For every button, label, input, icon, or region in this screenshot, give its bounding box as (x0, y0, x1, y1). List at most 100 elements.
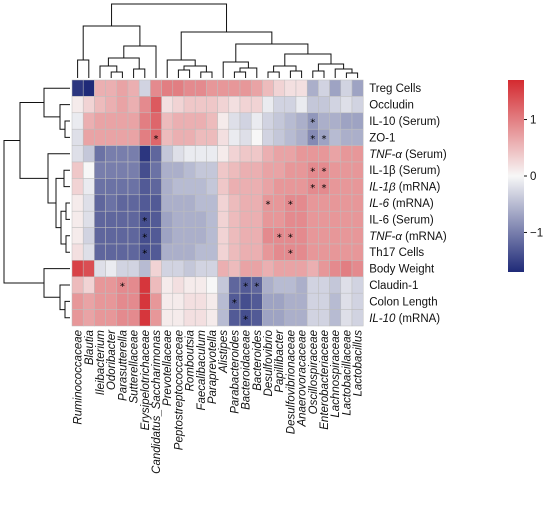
heatmap-cell (172, 128, 185, 146)
heatmap-cell (217, 112, 230, 130)
significance-star: * (310, 167, 315, 178)
heatmap-cell (150, 178, 162, 196)
heatmap-cell (94, 112, 106, 130)
heatmap-cell (228, 112, 241, 130)
heatmap-cell (351, 292, 364, 310)
heatmap-cell (82, 227, 95, 245)
heatmap-cell (82, 128, 95, 146)
heatmap-cell (138, 79, 151, 97)
heatmap-cell (138, 145, 151, 163)
column-labels: Ruminococcaceae Blautia Ileibacterium Odori… (73, 329, 365, 474)
heatmap-cell (306, 79, 319, 97)
heatmap-cell (228, 260, 241, 278)
heatmap-cell (94, 128, 106, 146)
heatmap-cell (217, 145, 230, 163)
heatmap-cell (318, 194, 330, 212)
heatmap-cell (183, 227, 196, 245)
heatmap-cell (150, 210, 162, 228)
dendrogram-link (345, 72, 359, 78)
heatmap-cell (329, 145, 342, 163)
row-label: Treg Cells (369, 83, 421, 95)
row-label: Colon Length (369, 296, 437, 308)
heatmap-cell (284, 145, 297, 163)
heatmap-cell (82, 210, 95, 228)
dendrogram-link (64, 300, 70, 319)
heatmap-cell (217, 128, 230, 146)
heatmap-cell (329, 96, 342, 114)
heatmap-cell (206, 194, 218, 212)
heatmap-cell (194, 227, 207, 245)
heatmap-cell (71, 96, 84, 114)
heatmap-cell (318, 260, 330, 278)
dendrogram-link (77, 59, 90, 78)
heatmap-cell (71, 79, 84, 97)
heatmap-cell (161, 96, 174, 114)
heatmap-cell (138, 178, 151, 196)
column-label: Alistipes (218, 330, 230, 374)
column-label: Papillibacter (274, 329, 286, 393)
heatmap-cell (239, 79, 252, 97)
heatmap-cell (116, 260, 129, 278)
heatmap-cell (172, 194, 185, 212)
heatmap-cell (250, 243, 263, 261)
heatmap-cell (250, 128, 263, 146)
dendrogram-link (43, 87, 70, 118)
heatmap-cell (228, 309, 241, 327)
heatmap-cell (116, 178, 129, 196)
heatmap-cell (172, 145, 185, 163)
heatmap-cell (127, 79, 140, 97)
heatmap-cell (273, 112, 286, 130)
heatmap-cell (284, 96, 297, 114)
heatmap-cell (273, 96, 286, 114)
heatmap-cell (318, 96, 330, 114)
column-label: Paraprevotella (207, 330, 219, 404)
heatmap-cell (105, 210, 118, 228)
heatmap-cell (329, 128, 342, 146)
heatmap-cell (250, 178, 263, 196)
significance-star: * (142, 249, 147, 260)
heatmap-cell (138, 128, 151, 146)
heatmap-cell (127, 227, 140, 245)
heatmap-cell (262, 292, 274, 310)
heatmap-cell (273, 178, 286, 196)
heatmap-cell (194, 292, 207, 310)
heatmap-cell (127, 178, 140, 196)
heatmap-cell (94, 309, 106, 327)
heatmap-cell (351, 96, 364, 114)
column-label: Romboutsia (185, 330, 197, 391)
row-dendrogram (3, 87, 70, 319)
heatmap-cell (217, 96, 230, 114)
heatmap-cell (127, 309, 140, 327)
heatmap-cell (150, 309, 162, 327)
heatmap-cell (105, 276, 118, 294)
heatmap-cell (127, 96, 140, 114)
heatmap-cell (262, 243, 274, 261)
heatmap-cell (183, 292, 196, 310)
heatmap-cell (116, 227, 129, 245)
column-label: Odoribacter (106, 329, 118, 390)
heatmap-cell (71, 194, 84, 212)
heatmap-cell (329, 292, 342, 310)
heatmap-cell (340, 210, 353, 228)
heatmap-cell (206, 292, 218, 310)
column-label: Bacteroides (252, 330, 264, 391)
heatmap-cell (105, 112, 118, 130)
heatmap-cell (94, 243, 106, 261)
heatmap-cell (284, 178, 297, 196)
row-label: Occludin (369, 100, 414, 112)
heatmap-cell (161, 276, 174, 294)
heatmap-cell (228, 194, 241, 212)
heatmap-cell (262, 112, 274, 130)
heatmap-cell (351, 227, 364, 245)
heatmap-cell (340, 309, 353, 327)
heatmap-cell (183, 161, 196, 179)
heatmap-cell (161, 227, 174, 245)
heatmap-cell (340, 227, 353, 245)
heatmap-cell (150, 96, 162, 114)
dendrogram-link (65, 202, 70, 220)
heatmap-cell (318, 145, 330, 163)
significance-star: * (310, 183, 315, 194)
dendrogram-link (200, 71, 213, 78)
heatmap-cell (183, 145, 196, 163)
heatmap-cell (318, 276, 330, 294)
